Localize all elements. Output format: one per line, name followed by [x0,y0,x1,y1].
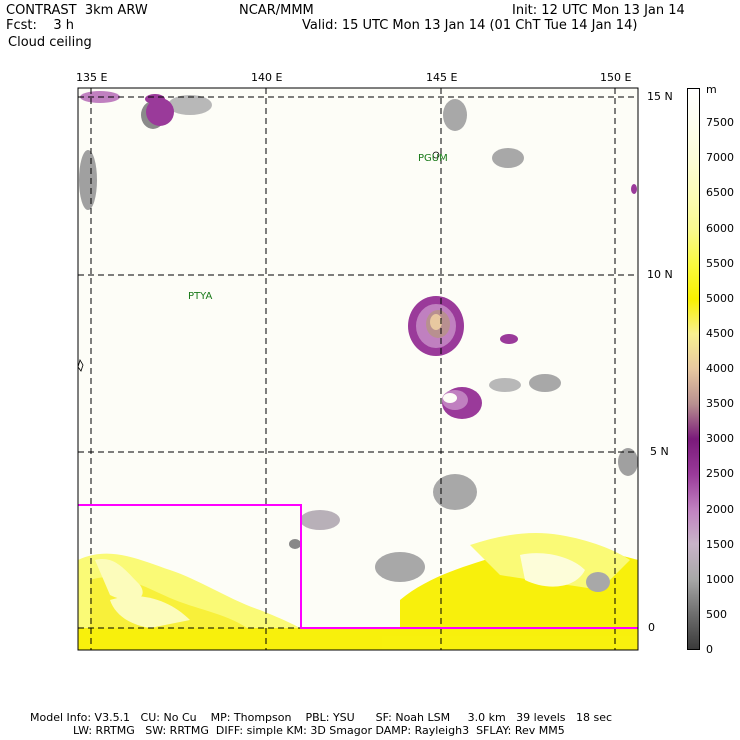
palau-island-marker [77,359,84,372]
colorbar-tick-label: 6500 [706,186,734,200]
lat-label-10n: 10 N [647,268,673,281]
model-info-line2: LW: RRTMG SW: RRTMG DIFF: simple KM: 3D … [73,724,565,737]
valid-time: Valid: 15 UTC Mon 13 Jan 14 (01 ChT Tue … [302,18,638,33]
colorbar-tick-label: 4000 [706,362,734,375]
map-frame [77,87,639,651]
lat-label-5n: 5 N [650,445,669,458]
lon-label-140e: 140 E [251,71,283,84]
lat-label-15n: 15 N [647,90,673,103]
colorbar-tick-label: 7500 [706,116,734,130]
colorbar-tick-label: 5500 [706,256,734,270]
cloud-field-high [78,533,638,650]
colorbar-tick-label: 4500 [706,326,734,340]
nested-domain-outline [78,504,638,629]
model-info-line1: Model Info: V3.5.1 CU: No Cu MP: Thompso… [30,711,613,724]
cloud-field-mid [80,91,637,419]
guam-island-marker [432,151,440,159]
lon-label-150e: 150 E [600,71,632,84]
colorbar-tick-label: 1500 [706,537,734,551]
colorbar [687,88,700,650]
colorbar-tick-label: 6000 [706,221,734,235]
init-time: Init: 12 UTC Mon 13 Jan 14 [512,3,685,18]
graticule [78,88,638,650]
lon-label-135e: 135 E [76,71,108,84]
colorbar-tick-label: 2000 [706,502,734,516]
lat-label-0: 0 [648,621,655,634]
colorbar-tick-label: 3500 [706,397,734,411]
colorbar-tick-label: 3000 [706,432,734,446]
forecast-hour: Fcst: 3 h [6,18,75,33]
place-label-ptya: PTYA [188,291,212,302]
colorbar-tick-label: 5000 [706,291,734,305]
equator-band [78,628,638,650]
colorbar-tick-label: 500 [706,607,727,621]
institution-label: NCAR/MMM [239,3,314,18]
model-title: CONTRAST 3km ARW [6,3,148,18]
colorbar-tick-label: 2500 [706,467,734,481]
colorbar-tick-label: 7000 [706,151,734,165]
colorbar-tick-label: 0 [706,643,713,656]
place-label-pgum: PGUM [418,153,448,164]
lon-label-145e: 145 E [426,71,458,84]
colorbar-tick-label: 1000 [706,572,734,586]
colorbar-unit: m [706,83,717,96]
field-name: Cloud ceiling [8,35,92,50]
